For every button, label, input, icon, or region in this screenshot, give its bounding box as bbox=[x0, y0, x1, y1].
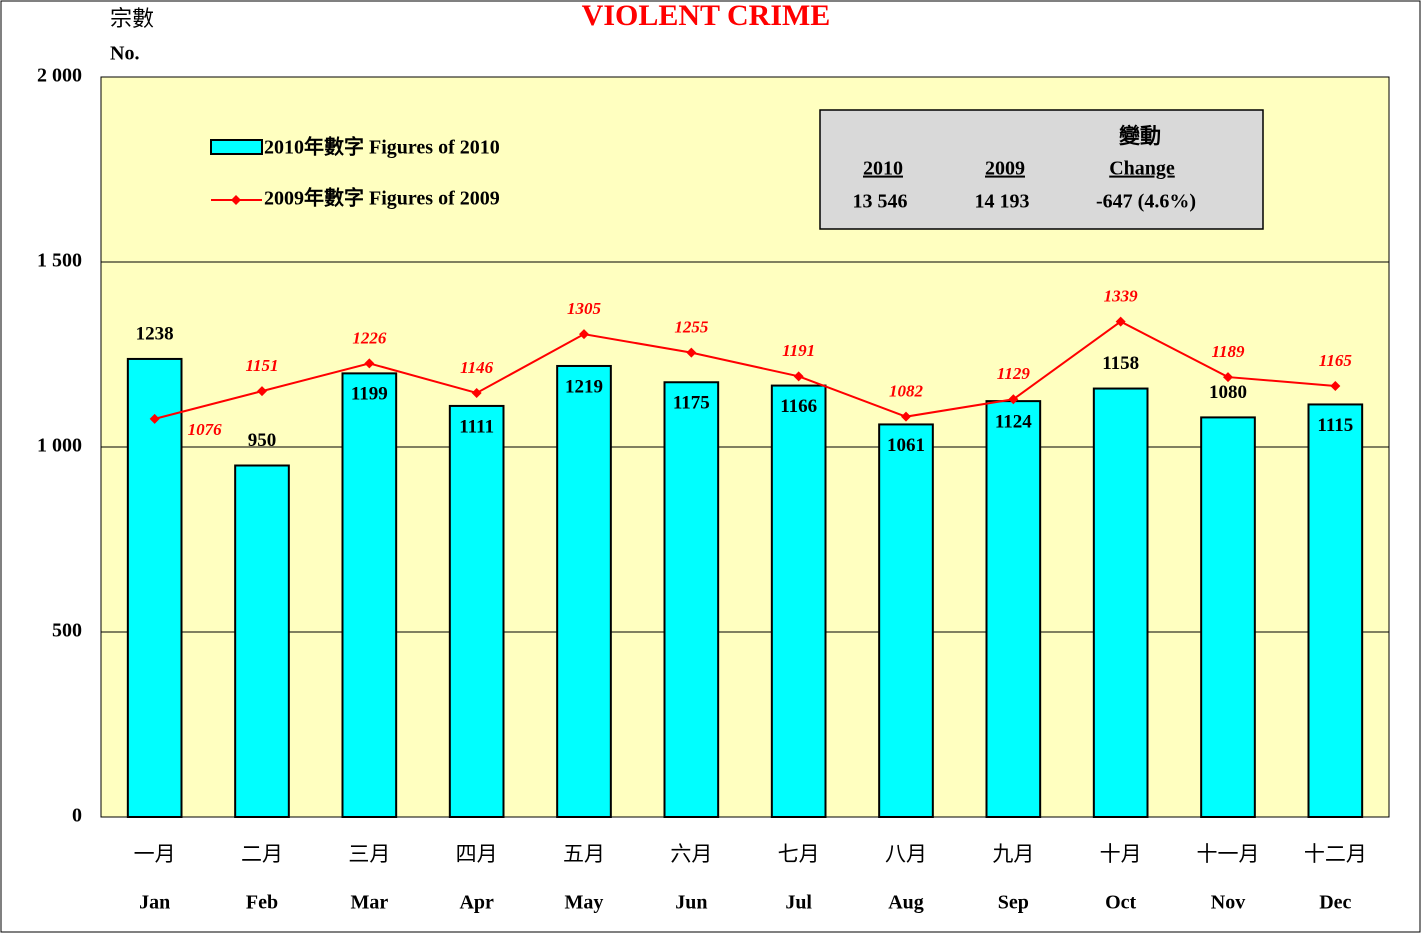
legend-label: 2009年數字 Figures of 2009 bbox=[264, 186, 500, 210]
bar bbox=[341, 372, 398, 818]
bar-value-label: 1111 bbox=[459, 416, 494, 437]
summary-value: 13 546 bbox=[853, 191, 908, 213]
summary-header: 2010 bbox=[863, 158, 903, 180]
y-tick-label: 1 000 bbox=[37, 435, 82, 457]
x-tick-label-zh: 七月 bbox=[778, 842, 820, 866]
summary-header: Change bbox=[1109, 158, 1175, 180]
bar-value-label: 1219 bbox=[565, 376, 603, 397]
line-value-label: 1226 bbox=[352, 328, 387, 347]
legend-swatch bbox=[210, 139, 263, 155]
summary-value: 14 193 bbox=[975, 191, 1030, 213]
y-tick-label: 500 bbox=[52, 620, 82, 642]
x-tick-label-zh: 四月 bbox=[456, 842, 498, 866]
bar-value-label: 1115 bbox=[1317, 415, 1353, 436]
y-axis-label: No. bbox=[110, 43, 139, 65]
line-marker bbox=[901, 411, 911, 422]
x-tick-label-zh: 十月 bbox=[1100, 842, 1142, 866]
line-marker bbox=[471, 387, 482, 398]
line-value-label: 1146 bbox=[460, 358, 494, 377]
line-value-label: 1305 bbox=[567, 299, 602, 318]
y-axis-label-zh: 宗數 bbox=[110, 7, 154, 32]
bar-value-label: 1175 bbox=[673, 393, 710, 414]
x-tick-label: May bbox=[565, 892, 604, 914]
line-marker bbox=[1330, 380, 1341, 391]
line-value-label: 1191 bbox=[782, 341, 815, 360]
y-tick-label: 0 bbox=[72, 805, 82, 827]
x-tick-label-zh: 五月 bbox=[563, 842, 605, 866]
line-marker bbox=[257, 386, 267, 397]
line-marker bbox=[579, 329, 589, 340]
summary-box bbox=[819, 109, 1264, 230]
x-tick-label: Jul bbox=[785, 892, 812, 914]
bar bbox=[1307, 403, 1364, 818]
x-tick-label: Apr bbox=[459, 892, 494, 914]
x-tick-label: Aug bbox=[888, 892, 924, 914]
line-marker bbox=[793, 371, 804, 382]
bar-value-label: 1199 bbox=[351, 384, 388, 405]
line-value-label: 1165 bbox=[1319, 351, 1353, 370]
bar bbox=[556, 364, 612, 818]
bar-value-label: 1238 bbox=[136, 323, 174, 344]
x-tick-label-zh: 六月 bbox=[670, 842, 712, 866]
legend-label: 2010年數字 Figures of 2010 bbox=[264, 135, 500, 159]
x-tick-label: Sep bbox=[998, 892, 1029, 914]
y-tick-label: 2 000 bbox=[37, 65, 82, 87]
bar-value-label: 950 bbox=[248, 430, 277, 451]
line-marker bbox=[686, 347, 697, 358]
bar bbox=[663, 381, 720, 818]
bar-value-label: 1080 bbox=[1209, 382, 1247, 403]
x-tick-label-zh: 一月 bbox=[134, 842, 176, 866]
x-tick-label: Jan bbox=[139, 892, 170, 914]
y-tick-label: 1 500 bbox=[37, 250, 82, 272]
line-marker bbox=[364, 358, 375, 369]
line-value-label: 1189 bbox=[1211, 342, 1245, 361]
bar bbox=[234, 464, 290, 818]
line-marker bbox=[1115, 316, 1126, 327]
x-tick-label: Nov bbox=[1211, 892, 1245, 914]
bar-value-label: 1061 bbox=[887, 435, 925, 456]
line bbox=[154, 320, 1336, 420]
line-marker bbox=[1008, 394, 1019, 405]
summary-change-zh: 變動 bbox=[1119, 124, 1161, 148]
summary-header: 2009 bbox=[985, 158, 1025, 180]
bar bbox=[1200, 416, 1256, 818]
line-value-label: 1339 bbox=[1104, 286, 1139, 305]
x-tick-label-zh: 二月 bbox=[241, 842, 283, 866]
x-tick-label: Dec bbox=[1319, 892, 1351, 914]
summary-value: -647 (4.6%) bbox=[1096, 191, 1196, 213]
x-tick-label: Feb bbox=[246, 892, 278, 914]
line-value-label: 1255 bbox=[674, 318, 709, 337]
line-value-label: 1151 bbox=[245, 356, 278, 375]
x-tick-label: Jun bbox=[675, 892, 707, 914]
legend-marker bbox=[231, 195, 241, 205]
bar bbox=[1092, 387, 1149, 818]
line-marker bbox=[1223, 372, 1233, 383]
bar-value-label: 1166 bbox=[780, 396, 817, 417]
line-value-label: 1082 bbox=[889, 382, 924, 401]
x-tick-label-zh: 三月 bbox=[348, 842, 390, 866]
bar-value-label: 1158 bbox=[1102, 353, 1139, 374]
line-value-label: 1129 bbox=[997, 364, 1031, 383]
x-tick-label-zh: 十一月 bbox=[1197, 842, 1260, 866]
bar bbox=[126, 357, 183, 818]
x-tick-label-zh: 十二月 bbox=[1304, 842, 1367, 866]
line-marker bbox=[149, 413, 160, 424]
x-tick-label: Mar bbox=[350, 892, 388, 914]
bar-value-label: 1124 bbox=[995, 411, 1032, 432]
line-value-label: 1076 bbox=[188, 420, 223, 439]
bar bbox=[448, 404, 505, 818]
bar bbox=[985, 400, 1042, 818]
x-tick-label-zh: 九月 bbox=[992, 842, 1034, 866]
bar bbox=[878, 423, 934, 818]
x-tick-label-zh: 八月 bbox=[885, 842, 927, 866]
x-tick-label: Oct bbox=[1105, 892, 1136, 914]
chart-title: VIOLENT CRIME bbox=[582, 0, 831, 32]
bar bbox=[770, 384, 827, 818]
